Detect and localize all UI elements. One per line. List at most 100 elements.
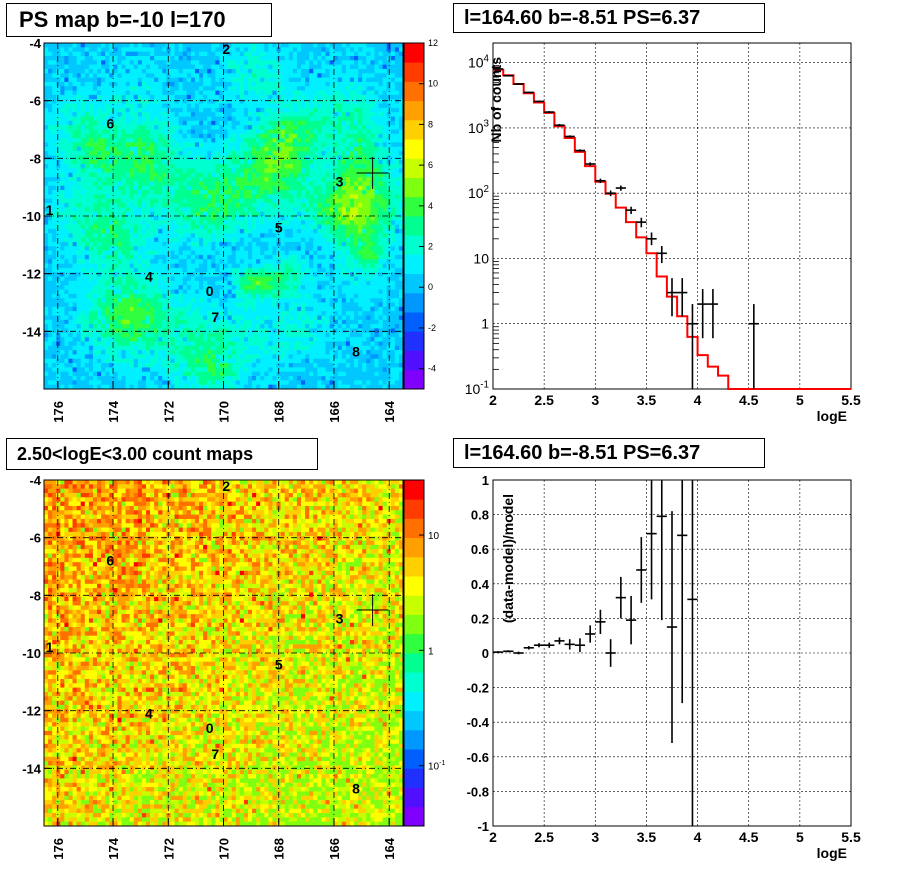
ps-map-pixel	[186, 129, 192, 135]
ps-map-pixel	[88, 263, 94, 269]
ps-map-pixel	[305, 146, 310, 152]
ps-map-pixel	[97, 51, 102, 57]
ps-map-pixel	[203, 116, 208, 122]
ps-map-pixel	[321, 60, 326, 65]
ps-map-pixel	[56, 220, 61, 225]
ps-map-pixel	[256, 263, 261, 269]
ps-map-pixel	[252, 280, 257, 286]
ps-map-pixel	[199, 207, 204, 213]
ps-map-pixel	[301, 103, 306, 109]
ps-map-pixel	[92, 177, 98, 182]
ps-map-pixel	[199, 55, 204, 61]
ps-map-pixel	[68, 172, 73, 178]
ps-map-pixel	[247, 43, 253, 48]
ps-map-pixel	[305, 224, 310, 230]
ps-map-pixel	[325, 142, 330, 148]
ps-map-pixel	[366, 203, 371, 208]
ps-map-pixel	[121, 194, 126, 200]
ps-map-pixel	[362, 216, 367, 221]
ps-map-pixel	[284, 120, 290, 126]
ps-map-pixel	[390, 185, 396, 191]
ps-map-pixel	[378, 263, 383, 269]
ps-map-pixel	[170, 159, 175, 165]
ps-map-pixel	[109, 177, 114, 182]
ps-map-pixel	[203, 216, 208, 221]
ps-map-pixel	[296, 181, 302, 187]
ps-map-pixel	[52, 68, 57, 74]
ps-map-pixel	[219, 94, 224, 100]
ps-map-pixel	[227, 198, 233, 204]
ps-map-pixel	[219, 133, 224, 139]
ps-map-pixel	[321, 146, 326, 152]
ps-map-pixel	[190, 181, 196, 187]
ps-map-pixel	[366, 194, 371, 200]
ps-map-pixel	[186, 164, 192, 169]
ps-map-pixel	[345, 73, 351, 78]
ps-map-pixel	[141, 207, 147, 213]
ps-map-pixel	[317, 125, 322, 130]
ps-map-pixel	[121, 77, 126, 83]
ps-map-pixel	[129, 224, 135, 230]
ps-map-pixel	[272, 146, 277, 152]
ps-map-pixel	[280, 267, 286, 273]
ps-map-pixel	[60, 250, 65, 256]
ps-map-pixel	[207, 64, 212, 70]
ps-map-pixel	[301, 276, 306, 282]
ps-map-pixel	[84, 280, 90, 286]
ps-map-pixel	[337, 259, 343, 264]
ps-map-pixel	[56, 73, 61, 78]
ps-map-pixel	[97, 55, 102, 61]
ps-map-pixel	[272, 60, 277, 65]
ps-map-pixel	[243, 228, 249, 234]
ps-map-pixel	[97, 77, 102, 83]
ps-map-pixel	[366, 129, 371, 135]
ps-map-pixel	[305, 164, 310, 169]
ps-map-pixel	[105, 51, 110, 57]
ps-map-pixel	[158, 159, 163, 165]
ps-map-pixel	[243, 64, 249, 70]
ps-map-pixel	[64, 272, 69, 277]
ps-map-pixel	[329, 276, 334, 282]
ps-map-pixel	[52, 77, 57, 83]
ps-map-pixel	[48, 86, 53, 91]
ps-map-pixel	[325, 220, 330, 225]
ps-map-pixel	[48, 60, 53, 65]
ps-map-pixel	[317, 172, 322, 178]
ps-map-pixel	[366, 120, 371, 126]
ps-map-pixel	[341, 228, 347, 234]
ps-map-pixel	[211, 237, 216, 243]
ps-map-pixel	[113, 224, 118, 230]
ps-map-pixel	[394, 203, 400, 208]
ps-map-pixel	[158, 55, 163, 61]
ps-map-pixel	[154, 228, 159, 234]
ps-map-pixel	[382, 60, 388, 65]
ps-map-pixel	[154, 112, 159, 117]
ps-map-pixel	[186, 55, 192, 61]
ps-map-pixel	[292, 254, 298, 260]
ps-map-pixel	[309, 73, 314, 78]
ps-map-pixel	[72, 125, 77, 130]
ps-map-pixel	[398, 220, 404, 225]
ps-map-pixel	[105, 203, 110, 208]
ps-map-pixel	[215, 216, 220, 221]
ps-map-pixel	[68, 103, 73, 109]
ps-map-pixel	[207, 73, 212, 78]
ps-map-pixel	[276, 47, 281, 52]
ps-map-pixel	[129, 263, 135, 269]
ps-map-pixel	[231, 86, 237, 91]
ps-map-pixel	[162, 55, 167, 61]
ps-map-pixel	[162, 263, 167, 269]
ps-map-pixel	[145, 64, 151, 70]
ps-map-pixel	[341, 133, 347, 139]
ps-map-pixel	[154, 164, 159, 169]
ps-map-pixel	[231, 107, 237, 113]
ps-map-pixel	[386, 259, 392, 264]
ps-map-pixel	[76, 51, 82, 57]
ps-map-pixel	[288, 120, 294, 126]
ps-map-pixel	[362, 77, 367, 83]
ps-map-pixel	[129, 237, 135, 243]
ps-map-pixel	[133, 198, 139, 204]
ps-map-pixel	[101, 272, 106, 277]
ps-map-pixel	[264, 112, 269, 117]
ps-map-pixel	[260, 103, 265, 109]
